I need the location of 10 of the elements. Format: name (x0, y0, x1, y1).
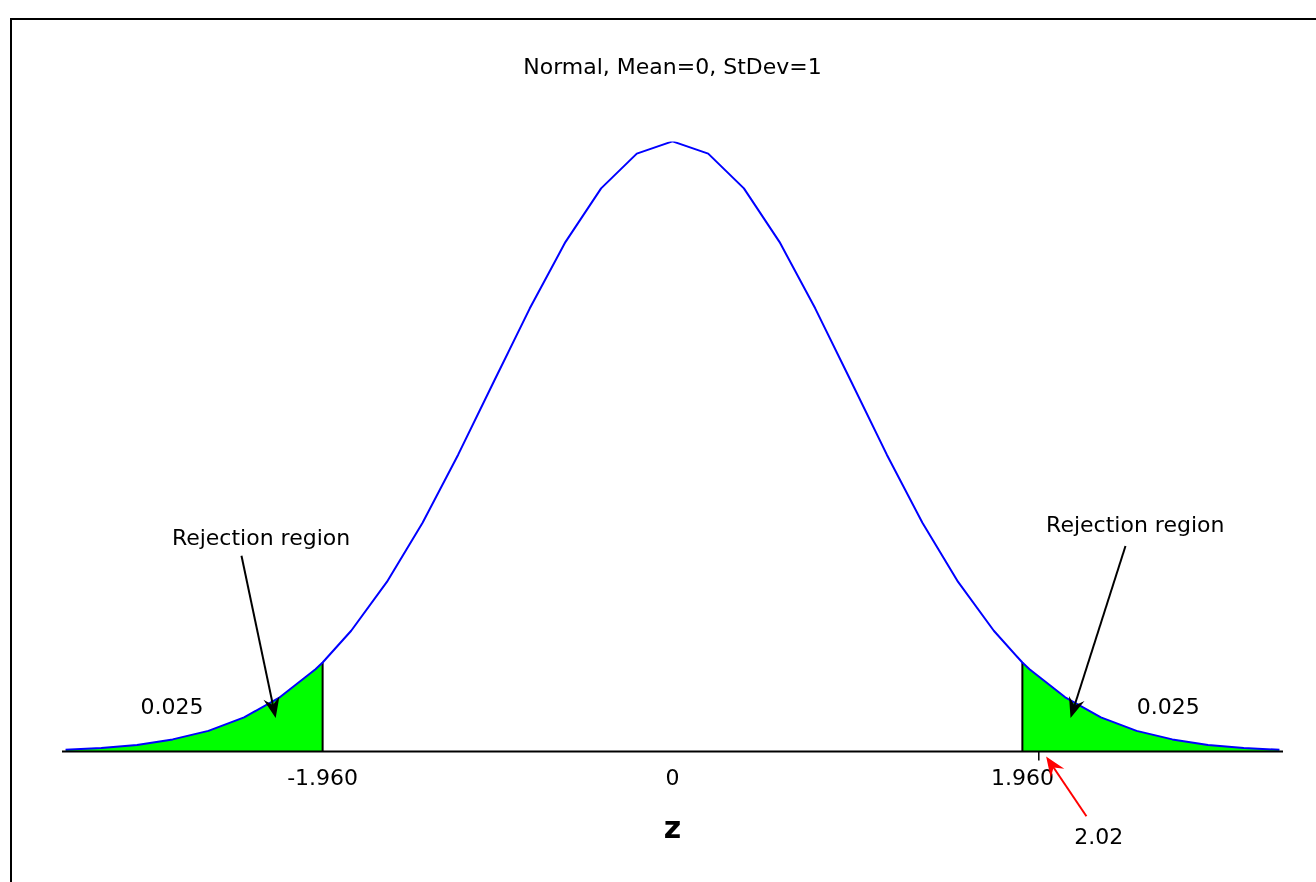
text: 2.02 (1074, 823, 1124, 849)
x-axis-title: z (663, 809, 682, 845)
x-tick-label: 0 (665, 764, 680, 790)
chart-title: Normal, Mean=0, StDev=1 (523, 53, 822, 79)
annotation: Rejection region (1046, 512, 1225, 538)
annotation: 0.025 (1136, 693, 1200, 719)
x-tick-label: -1.960 (287, 764, 359, 790)
annotation: 0.025 (140, 693, 204, 719)
annotation: Rejection region (171, 524, 351, 550)
x-tick-label: 1.960 (990, 764, 1054, 790)
